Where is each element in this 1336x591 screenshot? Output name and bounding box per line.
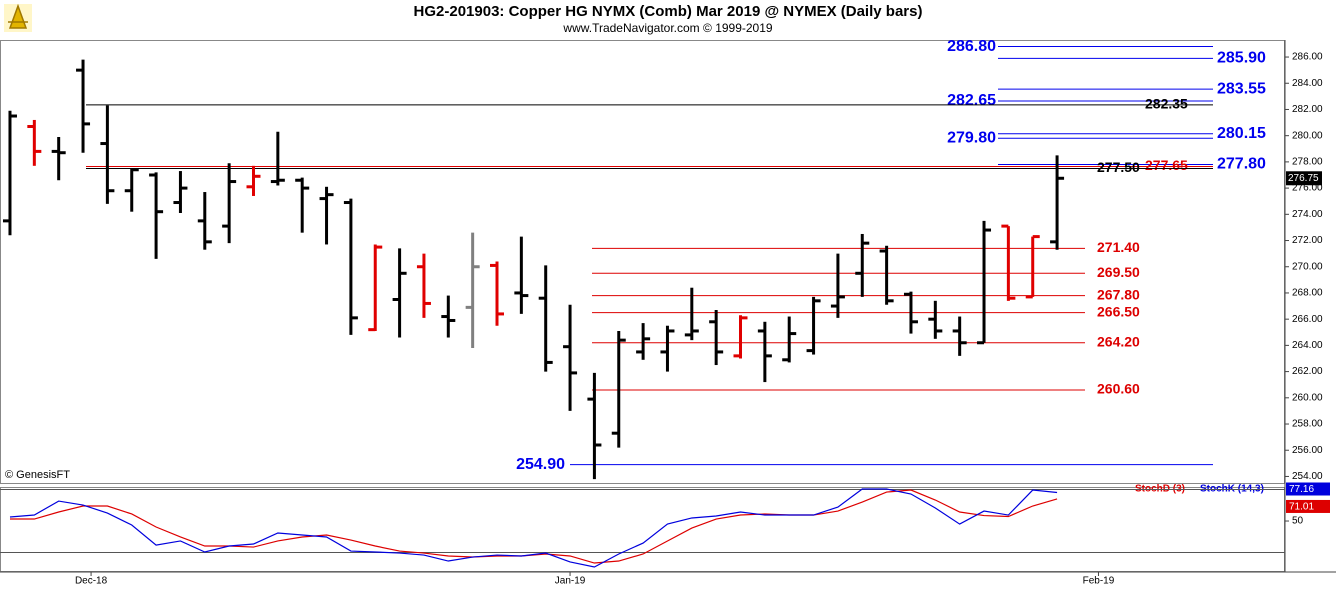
y-tick-label: 272.00 (1292, 235, 1323, 246)
y-tick-label: 256.00 (1292, 445, 1323, 456)
chart-subtitle: www.TradeNavigator.com © 1999-2019 (562, 21, 772, 35)
x-tick-label: Feb-19 (1083, 576, 1115, 587)
y-tick-label: 254.00 (1292, 471, 1323, 482)
level-label: 283.55 (1217, 80, 1266, 97)
y-tick-label: 268.00 (1292, 288, 1323, 299)
last-value-label: 77.16 (1289, 484, 1314, 495)
logo (4, 3, 32, 32)
y-tick-label: 278.00 (1292, 157, 1323, 168)
last-value-label: 71.01 (1289, 502, 1314, 513)
y-tick-label: 282.00 (1292, 104, 1323, 115)
stoch-line (9, 488, 1058, 568)
level-label: 285.90 (1217, 50, 1266, 67)
x-tick-label: Jan-19 (555, 576, 586, 587)
level-label: 282.35 (1145, 96, 1188, 112)
level-label: 286.80 (947, 38, 996, 55)
y-tick-label: 280.00 (1292, 130, 1323, 141)
chart-title: HG2-201903: Copper HG NYMX (Comb) Mar 20… (414, 3, 923, 20)
level-label: 282.65 (947, 92, 996, 109)
y-tick-label: 276.00 (1292, 183, 1323, 194)
level-label: 254.90 (516, 456, 565, 473)
y-tick-label: 270.00 (1292, 261, 1323, 272)
level-label: 277.65 (1145, 157, 1188, 173)
y-tick-label: 274.00 (1292, 209, 1323, 220)
y-tick-label: 284.00 (1292, 78, 1323, 89)
level-label: 277.50 (1097, 159, 1140, 175)
level-label: 279.80 (947, 130, 996, 147)
level-label: 280.15 (1217, 125, 1266, 142)
y-tick-label: 266.00 (1292, 314, 1323, 325)
last-value-box (1286, 499, 1330, 513)
level-label: 269.50 (1097, 264, 1140, 280)
y-tick-label: 258.00 (1292, 419, 1323, 430)
source-note: © GenesisFT (5, 469, 70, 481)
last-value-box (1286, 482, 1330, 496)
y-tick-label: 264.00 (1292, 340, 1323, 351)
last-price-label: 276.75 (1288, 173, 1319, 184)
y-tick-label: 260.00 (1292, 392, 1323, 403)
level-label: 277.80 (1217, 156, 1266, 173)
level-label: 260.60 (1097, 381, 1140, 397)
level-label: 264.20 (1097, 333, 1140, 349)
y-tick-label: 286.00 (1292, 52, 1323, 63)
last-price-box (1286, 171, 1322, 186)
y-tick-label: 50 (1292, 516, 1304, 527)
logo-shape (8, 3, 28, 29)
level-label: 271.40 (1097, 239, 1140, 255)
y-tick-label: 262.00 (1292, 366, 1323, 377)
level-label: 266.50 (1097, 303, 1140, 319)
x-tick-label: Dec-18 (75, 576, 108, 587)
level-label: 267.80 (1097, 286, 1140, 302)
